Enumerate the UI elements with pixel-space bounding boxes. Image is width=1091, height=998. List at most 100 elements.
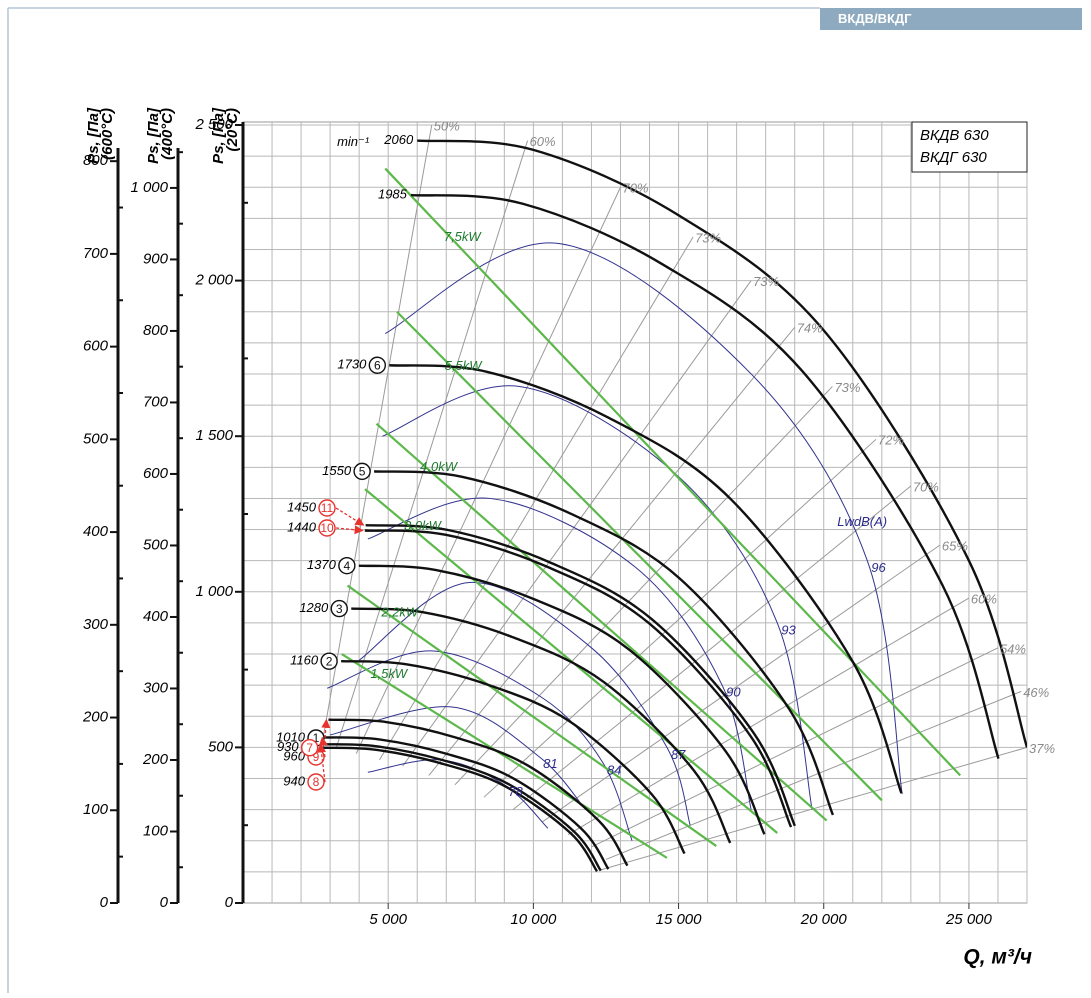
- speed-marker: [353, 462, 371, 481]
- efficiency-line: [428, 326, 796, 776]
- y-axis-title: (20°C): [224, 108, 241, 152]
- y-tick-label: 700: [83, 245, 109, 262]
- noise-label: 96: [871, 560, 886, 575]
- efficiency-label: 37%: [1029, 741, 1055, 756]
- y-tick-label: 200: [82, 709, 109, 726]
- speed-label: 940: [283, 773, 305, 788]
- speed-marker-number: 3: [336, 602, 343, 616]
- legend-text: ВКДВ 630: [920, 127, 989, 144]
- speed-marker-number: 5: [359, 465, 366, 479]
- efficiency-label: 60%: [971, 591, 997, 606]
- x-tick-label: 25 000: [945, 911, 993, 928]
- efficiency-label: 70%: [622, 181, 648, 196]
- speed-marker: [338, 556, 356, 575]
- efficiency-line: [320, 124, 433, 748]
- speed-label: 2060: [383, 132, 414, 147]
- efficiency-line: [454, 386, 833, 786]
- efficiency-line: [355, 187, 621, 754]
- speed-label: 1985: [378, 186, 408, 201]
- y-tick-label: 400: [143, 608, 169, 625]
- y-tick-label: 0: [100, 894, 109, 911]
- power-line: [375, 422, 828, 822]
- efficiency-line: [335, 140, 529, 750]
- y-tick-label: 200: [142, 751, 169, 768]
- header-bar: [820, 8, 1082, 30]
- power-line: [341, 653, 668, 859]
- efficiency-label: 46%: [1023, 685, 1049, 700]
- fan-curve: [351, 607, 732, 844]
- y-axis-title: Ps, [Па]: [85, 107, 102, 164]
- y-tick-label: 1 000: [195, 583, 233, 600]
- y-tick-label: 500: [208, 738, 234, 755]
- y-tick-label: 1 000: [130, 179, 168, 196]
- speed-marker-number: 1: [313, 731, 320, 745]
- noise-label: 81: [543, 756, 557, 771]
- speed-label: 930: [277, 739, 299, 754]
- speed-label: 960: [283, 748, 305, 763]
- noise-label: 78: [508, 784, 523, 799]
- speed-marker-number: 10: [320, 521, 334, 535]
- speed-marker: [368, 356, 387, 374]
- y-tick-label: 600: [83, 338, 109, 355]
- x-tick-label: 20 000: [800, 911, 848, 928]
- y-tick-label: 600: [143, 465, 169, 482]
- power-line: [384, 167, 962, 777]
- noise-label: 93: [781, 622, 796, 637]
- y-tick-label: 300: [143, 679, 169, 696]
- speed-marker-number: 8: [313, 775, 320, 789]
- fan-curve: [324, 736, 610, 870]
- y-axis-title: Ps, [Па]: [145, 107, 162, 164]
- marker-arrow: [316, 743, 326, 783]
- efficiency-line: [512, 485, 912, 811]
- y-tick-label: 1 500: [195, 427, 233, 444]
- noise-curve: [327, 650, 633, 841]
- efficiency-label: 74%: [797, 321, 823, 336]
- marker-arrow: [318, 736, 328, 758]
- efficiency-label: 60%: [530, 134, 556, 149]
- header-title: ВКДВ/ВКДГ: [838, 11, 912, 26]
- y-tick-label: 300: [83, 616, 109, 633]
- speed-label: 1160: [290, 653, 319, 668]
- efficiency-line: [541, 544, 941, 823]
- y-tick-label: 400: [83, 523, 109, 540]
- speed-marker-number: 6: [374, 358, 381, 372]
- noise-curve: [385, 242, 903, 795]
- fan-curve: [328, 718, 629, 867]
- speed-marker-number: 2: [326, 654, 333, 668]
- speed-marker: [307, 773, 325, 791]
- fan-curve: [410, 193, 1000, 759]
- power-line: [396, 310, 883, 802]
- speed-label: 1730: [337, 357, 367, 372]
- y-tick-label: 0: [160, 894, 169, 911]
- speed-marker-number: 9: [313, 750, 320, 764]
- power-label: 4,0kW: [420, 459, 459, 474]
- fan-curve: [322, 743, 602, 872]
- speed-marker: [300, 739, 319, 757]
- y-tick-label: 800: [83, 152, 109, 169]
- power-label: 5,5kW: [445, 358, 484, 373]
- noise-label: 90: [726, 685, 741, 700]
- speed-label: 1280: [299, 600, 329, 615]
- y-tick-label: 500: [83, 430, 109, 447]
- efficiency-label: 73%: [753, 274, 779, 289]
- power-label: 3,0kW: [404, 518, 443, 533]
- y-tick-label: 100: [143, 822, 169, 839]
- efficiency-label: 50%: [434, 118, 460, 133]
- efficiency-line: [591, 647, 999, 848]
- efficiency-label: 54%: [1000, 641, 1026, 656]
- efficiency-label: 73%: [834, 380, 860, 395]
- fan-curve: [374, 470, 835, 816]
- speed-marker-number: 4: [344, 559, 351, 573]
- y-tick-label: 500: [143, 536, 169, 553]
- speed-marker: [320, 652, 338, 670]
- y-axis-title: Ps, [Па]: [210, 107, 227, 164]
- y-tick-label: 800: [143, 322, 169, 339]
- fan-curve: [365, 524, 796, 827]
- legend-text: ВКДГ 630: [920, 149, 987, 166]
- fan-curve: [341, 659, 686, 855]
- x-tick-label: 10 000: [510, 911, 557, 928]
- marker-arrow: [335, 507, 365, 526]
- efficiency-label: 70%: [913, 479, 939, 494]
